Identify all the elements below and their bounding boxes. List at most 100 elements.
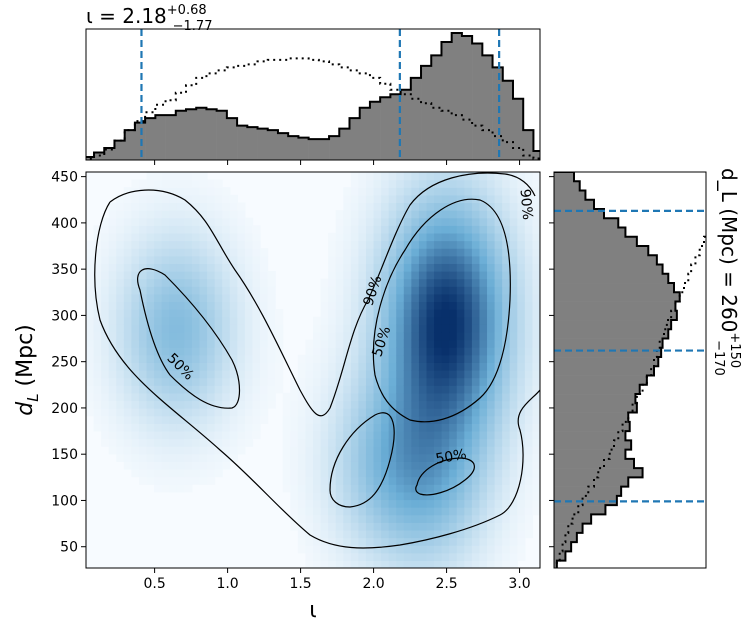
heatmap-cell	[199, 362, 208, 371]
heatmap-cell	[207, 362, 216, 371]
heatmap-cell	[441, 438, 450, 447]
heatmap-cell	[418, 354, 428, 363]
heatmap-cell	[396, 278, 405, 287]
heatmap-cell	[373, 286, 382, 295]
heatmap-cell	[237, 370, 246, 379]
y-axis-label-d: d	[13, 401, 38, 416]
heatmap-cell	[426, 255, 435, 264]
heatmap-cell	[373, 202, 382, 211]
heatmap-cell	[328, 537, 337, 546]
heatmap-cell	[396, 339, 405, 348]
heatmap-cell	[116, 225, 125, 234]
heatmap-cell	[320, 347, 329, 356]
heatmap-cell	[116, 202, 125, 211]
heatmap-cell	[184, 370, 193, 379]
heatmap-cell	[328, 331, 337, 341]
heatmap-cell	[229, 354, 238, 363]
heatmap-cell	[123, 377, 133, 386]
heatmap-cell	[365, 400, 375, 409]
heatmap-cell	[471, 354, 481, 363]
heatmap-cell	[138, 347, 148, 356]
heatmap-cell	[131, 278, 140, 287]
heatmap-cell	[191, 217, 201, 226]
heatmap-cell	[207, 286, 216, 295]
top-marginal-title: ι = 2.18+0.68 −1.77	[86, 3, 212, 34]
heatmap-cell	[214, 309, 223, 318]
heatmap-cell	[154, 293, 163, 303]
heatmap-cell	[313, 324, 322, 333]
heatmap-cell	[449, 354, 458, 363]
heatmap-cell	[275, 377, 284, 386]
top-title-sub: −1.77	[173, 19, 213, 34]
heatmap-cell	[403, 271, 412, 280]
heatmap-cell	[403, 446, 412, 455]
heatmap-cell	[524, 278, 534, 287]
top-hist-bar	[523, 130, 534, 160]
heatmap-cell	[456, 392, 465, 402]
heatmap-cell	[343, 324, 352, 333]
heatmap-cell	[191, 370, 201, 379]
heatmap-cell	[237, 271, 246, 280]
heatmap-cell	[101, 438, 110, 447]
heatmap-cell	[487, 423, 496, 432]
heatmap-cell	[411, 172, 420, 181]
heatmap-cell	[358, 461, 367, 470]
heatmap-cell	[260, 248, 269, 257]
heatmap-cell	[169, 248, 178, 257]
heatmap-cell	[418, 415, 428, 424]
heatmap-cell	[108, 232, 117, 242]
top-hist-bar	[359, 107, 371, 160]
heatmap-cell	[146, 385, 155, 394]
heatmap-cell	[373, 301, 382, 310]
heatmap-cell	[154, 339, 163, 348]
heatmap-cell	[108, 309, 117, 318]
heatmap-cell	[524, 491, 534, 501]
heatmap-cell	[517, 324, 526, 333]
heatmap-cell	[487, 354, 496, 363]
heatmap-cell	[494, 324, 503, 333]
heatmap-cell	[260, 301, 269, 310]
heatmap-cell	[403, 194, 412, 204]
heatmap-cell	[199, 309, 208, 318]
heatmap-cell	[176, 324, 185, 333]
heatmap-cell	[116, 392, 125, 402]
heatmap-cell	[229, 293, 238, 303]
heatmap-cell	[381, 248, 390, 257]
heatmap-cell	[161, 248, 170, 257]
heatmap-cell	[138, 324, 148, 333]
heatmap-cell	[184, 461, 193, 470]
heatmap-cell	[365, 278, 375, 287]
heatmap-cell	[441, 453, 450, 462]
heatmap-cell	[524, 331, 534, 341]
heatmap-cell	[161, 408, 170, 417]
heatmap-cell	[388, 537, 397, 546]
heatmap-cell	[426, 316, 435, 325]
heatmap-cell	[456, 187, 465, 196]
heatmap-cell	[471, 423, 481, 432]
contour-50-right	[372, 198, 511, 423]
heatmap-cell	[350, 316, 360, 325]
heatmap-cell	[487, 484, 496, 493]
heatmap-cell	[403, 453, 412, 462]
heatmap-cell	[517, 476, 526, 485]
heatmap-cell	[388, 240, 397, 249]
heatmap-cell	[169, 179, 178, 188]
right-hist-bar	[554, 301, 676, 312]
heatmap-cell	[101, 354, 110, 363]
heatmap-cell	[267, 293, 276, 303]
heatmap-cell	[146, 240, 155, 249]
heatmap-cell	[441, 392, 450, 402]
heatmap-cell	[138, 232, 148, 242]
heatmap-cell	[161, 423, 170, 432]
right-hist-bar	[554, 421, 630, 432]
x-axis-ticks: 0.5 1.0 1.5 2.0 2.5 3.0	[143, 568, 531, 592]
heatmap-cell	[282, 484, 291, 493]
heatmap-cell	[456, 545, 465, 554]
heatmap-cell	[93, 271, 102, 280]
heatmap-cell	[418, 408, 428, 417]
heatmap-cell	[191, 331, 201, 341]
heatmap-cell	[297, 461, 307, 470]
heatmap-cell	[532, 370, 540, 379]
heatmap-cell	[373, 507, 382, 516]
heatmap-cell	[116, 263, 125, 272]
